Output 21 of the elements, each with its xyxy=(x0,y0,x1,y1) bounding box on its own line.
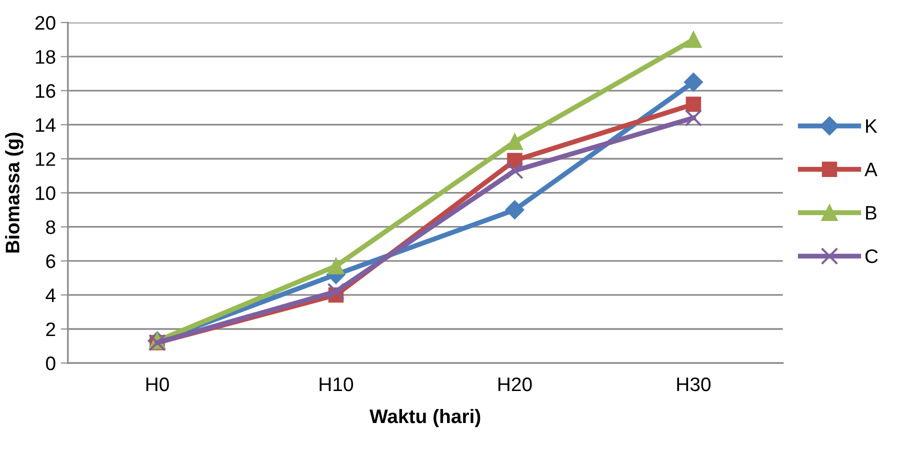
y-tick-label: 16 xyxy=(36,84,56,98)
legend-label: K xyxy=(866,119,878,133)
y-axis-title: Biomassa (g) xyxy=(5,132,24,253)
y-tick-label: 4 xyxy=(46,288,56,302)
y-tick-label: 2 xyxy=(46,322,56,336)
y-tick-label: 8 xyxy=(46,220,56,234)
legend-label: B xyxy=(866,206,876,220)
x-axis-title: Waktu (hari) xyxy=(370,408,480,428)
y-tick-label: 10 xyxy=(36,186,56,200)
y-tick-label: 0 xyxy=(46,356,56,370)
x-tick-label: H20 xyxy=(498,377,532,392)
y-tick-label: 20 xyxy=(35,16,56,30)
x-tick-label: H0 xyxy=(146,377,169,392)
y-tick-label: 12 xyxy=(36,152,56,166)
y-tick-label: 18 xyxy=(36,50,56,64)
legend-label: C xyxy=(865,249,878,264)
legend-label: A xyxy=(864,162,878,176)
x-tick-label: H10 xyxy=(320,377,354,392)
x-tick-label: H30 xyxy=(677,377,711,392)
y-tick-label: 6 xyxy=(46,254,56,268)
y-tick-label: 14 xyxy=(36,118,56,132)
